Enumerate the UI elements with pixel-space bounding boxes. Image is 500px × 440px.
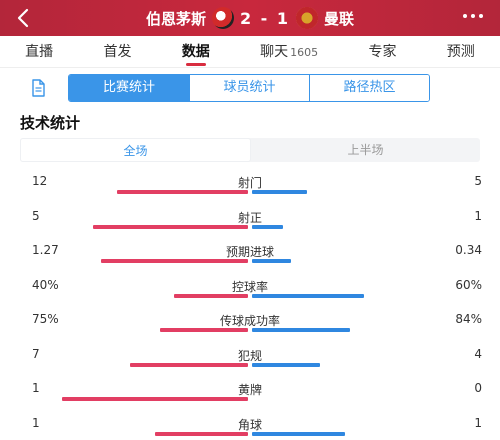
home-team-name: 伯恩茅斯 — [145, 9, 206, 28]
period-full-match[interactable]: 全场 — [20, 138, 251, 162]
home-bar — [174, 293, 248, 298]
away-value: 0.34 — [455, 243, 482, 257]
tab-prediction[interactable]: 预测 — [447, 36, 475, 68]
tab-data[interactable]: 数据 — [182, 36, 210, 68]
tab-chat[interactable]: 聊天 1605 — [260, 36, 318, 68]
away-value: 5 — [474, 174, 482, 188]
stats-list: 12 射门 5 5 射正 1 1.27 预期进球 0.34 40% 控球率 60… — [0, 172, 500, 440]
tab-label: 专家 — [368, 43, 397, 60]
home-value: 1.27 — [32, 243, 59, 257]
home-value: 5 — [32, 208, 40, 223]
away-team-crest-icon — [296, 7, 319, 29]
tab-label: 预测 — [446, 43, 475, 60]
away-bar — [252, 431, 345, 436]
stats-type-selector: 比赛统计 球员统计 路径热区 — [18, 74, 482, 102]
stat-row-shots-on-target: 5 射正 1 — [0, 207, 500, 242]
away-bar — [252, 190, 307, 194]
home-bar — [155, 431, 248, 436]
section-title: 技术统计 — [20, 114, 81, 132]
away-value: 1 — [474, 415, 482, 430]
stat-row-expected-goals: 1.27 预期进球 0.34 — [0, 241, 500, 276]
segmented-control: 比赛统计 球员统计 路径热区 — [68, 74, 430, 102]
segment-match-stats[interactable]: 比赛统计 — [69, 75, 189, 101]
home-bar — [93, 224, 248, 229]
home-value: 75% — [32, 312, 59, 326]
match-header: 伯恩茅斯 2 - 1 曼联 — [0, 0, 500, 36]
match-tabs: 直播 首发 数据 聊天 1605 专家 预测 — [0, 36, 500, 68]
match-score: 2 - 1 — [239, 8, 291, 28]
stat-name: 传球成功率 — [219, 314, 280, 328]
home-team-crest-icon — [211, 7, 234, 29]
period-first-half[interactable]: 上半场 — [347, 143, 384, 157]
home-value: 1 — [32, 381, 40, 395]
more-options-icon[interactable] — [462, 10, 484, 22]
home-bar — [117, 190, 248, 194]
tab-label: 直播 — [25, 43, 54, 60]
home-value: 1 — [32, 415, 40, 430]
away-bar — [252, 328, 350, 332]
away-value: 4 — [474, 346, 482, 361]
away-bar — [252, 224, 283, 229]
away-value: 0 — [474, 381, 482, 395]
tab-lineup[interactable]: 首发 — [103, 36, 131, 68]
stat-name: 角球 — [237, 417, 262, 432]
stat-name: 预期进球 — [225, 245, 274, 259]
segment-heatmap[interactable]: 路径热区 — [309, 75, 429, 101]
stat-name: 控球率 — [231, 279, 268, 294]
document-icon[interactable] — [28, 78, 48, 98]
tab-label: 数据 — [181, 43, 210, 60]
away-value: 84% — [455, 312, 482, 326]
stat-name: 犯规 — [237, 348, 262, 363]
home-bar — [130, 362, 248, 367]
stat-name: 射正 — [237, 210, 262, 225]
away-value: 60% — [455, 277, 482, 292]
stat-row-possession: 40% 控球率 60% — [0, 276, 500, 311]
home-bar — [101, 259, 248, 263]
tab-expert[interactable]: 专家 — [368, 36, 396, 68]
home-bar — [62, 397, 248, 401]
period-toggle: 全场 上半场 — [20, 138, 480, 162]
tab-label: 聊天 — [260, 43, 289, 60]
stat-row-yellow-cards: 1 黄牌 0 — [0, 379, 500, 414]
home-value: 7 — [32, 346, 40, 361]
away-team-name: 曼联 — [324, 9, 355, 28]
away-bar — [252, 293, 364, 298]
stat-row-pass-accuracy: 75% 传球成功率 84% — [0, 310, 500, 345]
stat-row-corners: 1 角球 1 — [0, 414, 500, 440]
segment-player-stats[interactable]: 球员统计 — [189, 75, 309, 101]
scoreline: 伯恩茅斯 2 - 1 曼联 — [0, 0, 500, 36]
home-value: 40% — [32, 277, 59, 292]
away-value: 1 — [474, 208, 482, 223]
away-bar — [252, 362, 320, 367]
stat-name: 射门 — [237, 176, 262, 190]
tab-label: 首发 — [103, 43, 132, 60]
home-bar — [160, 328, 248, 332]
back-arrow-icon[interactable] — [12, 6, 36, 30]
stat-row-fouls: 7 犯规 4 — [0, 345, 500, 380]
tab-live[interactable]: 直播 — [25, 36, 53, 68]
home-value: 12 — [32, 174, 48, 188]
chat-count-badge: 1605 — [290, 45, 319, 59]
away-bar — [252, 259, 291, 263]
stat-row-shots: 12 射门 5 — [0, 172, 500, 207]
stat-name: 黄牌 — [237, 383, 262, 397]
